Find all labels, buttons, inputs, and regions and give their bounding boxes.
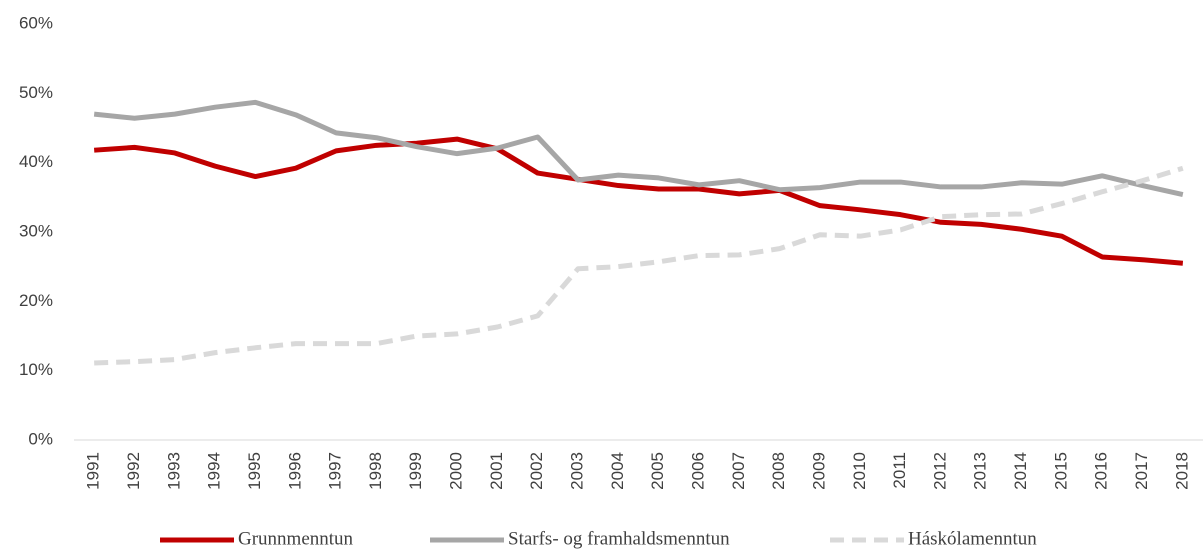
x-tick-label: 1994 (205, 452, 224, 490)
x-tick-label: 1991 (84, 452, 103, 490)
x-tick-label: 2002 (527, 452, 546, 490)
series-line (93, 136, 1184, 266)
x-tick-label: 2009 (809, 452, 828, 490)
x-tick-label: 2003 (568, 452, 587, 490)
x-tick-label: 1995 (245, 452, 264, 490)
x-tick-label: 1996 (285, 452, 304, 490)
y-tick-label: 40% (19, 152, 53, 171)
x-tick-label: 2005 (648, 452, 667, 490)
x-tick-label: 2001 (487, 452, 506, 490)
legend-label: Starfs- og framhaldsmenntun (508, 528, 730, 549)
x-tick-label: 2016 (1092, 452, 1111, 490)
x-tick-label: 1998 (366, 452, 385, 490)
x-tick-label: 2011 (890, 452, 909, 489)
x-tick-label: 2007 (729, 452, 748, 490)
x-tick-label: 1997 (326, 452, 345, 490)
x-tick-label: 2017 (1132, 452, 1151, 490)
x-tick-label: 2012 (930, 452, 949, 490)
x-tick-label: 2006 (688, 452, 707, 490)
x-tick-label: 2010 (850, 452, 869, 490)
x-tick-label: 2014 (1011, 452, 1030, 490)
series-line (93, 99, 1184, 197)
y-tick-label: 50% (19, 83, 53, 102)
x-tick-label: 2000 (447, 452, 466, 490)
y-tick-label: 0% (28, 429, 53, 448)
legend-label: Háskólamenntun (908, 528, 1037, 549)
x-tick-label: 1999 (406, 452, 425, 490)
x-tick-label: 1993 (164, 452, 183, 490)
y-tick-label: 30% (19, 221, 53, 240)
x-tick-label: 2008 (769, 452, 788, 490)
x-tick-label: 2015 (1051, 452, 1070, 490)
y-tick-label: 20% (19, 291, 53, 310)
x-tick-label: 1992 (124, 452, 143, 490)
y-tick-label: 10% (19, 360, 53, 379)
legend-label: Grunnmenntun (238, 528, 354, 549)
y-tick-label: 60% (19, 13, 53, 32)
x-tick-label: 2018 (1172, 452, 1191, 490)
series-line (94, 165, 1184, 366)
x-tick-label: 2004 (608, 452, 627, 490)
x-tick-label: 2013 (971, 452, 990, 490)
